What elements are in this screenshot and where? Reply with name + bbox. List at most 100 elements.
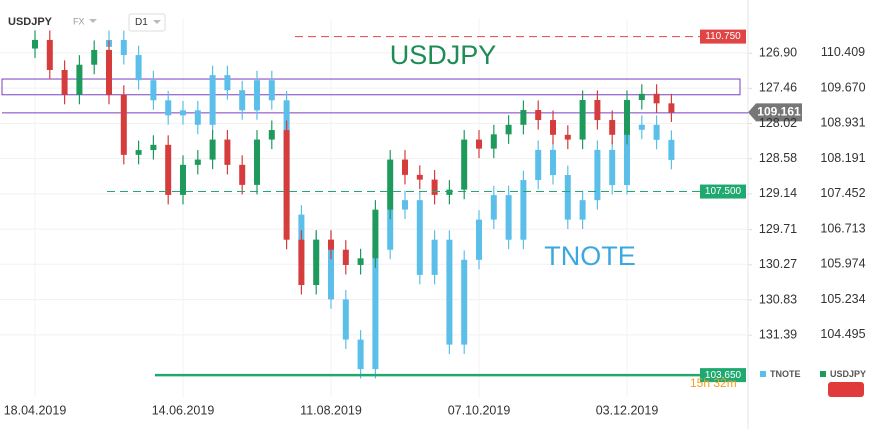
zone-box — [1, 78, 741, 96]
y-tick-label: 105.974 — [820, 257, 865, 271]
candle-body — [387, 209, 394, 250]
candle-body — [520, 110, 527, 125]
candle-body — [357, 258, 364, 265]
candle-body — [328, 239, 334, 300]
candle-body — [209, 139, 216, 160]
price-tag — [748, 103, 802, 122]
level-label: 107.500 — [705, 186, 742, 197]
candle-body — [328, 239, 334, 250]
legend-label: USDJPY — [830, 369, 866, 379]
legend: TNOTE USDJPY — [760, 369, 866, 379]
candle-body — [446, 189, 453, 195]
candle-body — [135, 150, 142, 155]
plot: 110.750 107.500 103.650 109.161 — [1, 29, 802, 383]
x-tick-label: 11.08.2019 — [300, 403, 362, 417]
candle-body — [490, 134, 497, 149]
candle-body — [150, 80, 157, 101]
candle-body — [624, 129, 630, 186]
legend-swatch — [820, 371, 826, 377]
candle-body — [194, 159, 201, 165]
dropdown-arrow[interactable] — [89, 19, 97, 23]
candle-body — [76, 64, 83, 95]
y2-tick-label: 126.90 — [759, 45, 797, 59]
candle-body — [550, 120, 556, 135]
y-tick-label: 108.191 — [820, 151, 865, 165]
candle-body — [476, 219, 482, 260]
candle-body — [416, 174, 423, 180]
candle-body — [209, 75, 216, 125]
candle-body — [505, 124, 512, 135]
y-tick-label: 110.409 — [821, 45, 865, 59]
candle-body — [505, 195, 512, 240]
candle-body — [91, 49, 98, 65]
candle-body — [579, 100, 586, 140]
candle-body — [283, 130, 290, 240]
candle-body — [609, 120, 616, 135]
y2-tick-label: 128.02 — [759, 116, 797, 130]
level-tag — [700, 29, 746, 44]
candle-body — [579, 200, 586, 220]
candle-body — [224, 75, 231, 91]
y-tick-label: 107.452 — [820, 186, 865, 200]
y2-tick-label: 130.83 — [759, 292, 797, 306]
y2-tick-label: 127.46 — [759, 81, 797, 95]
y-tick-label: 106.713 — [820, 221, 865, 235]
candle-body — [32, 39, 38, 49]
timeframe-box[interactable] — [128, 13, 166, 32]
candle-body — [461, 259, 468, 345]
candle-body — [165, 144, 172, 195]
candle-body — [594, 149, 601, 201]
candle-body — [624, 100, 630, 135]
candle-body — [372, 209, 379, 259]
candle-body — [638, 93, 645, 101]
annotation: USDJPY — [390, 40, 497, 70]
action-button[interactable] — [828, 382, 864, 397]
candle-body — [268, 80, 275, 101]
x-tick-label: 14.06.2019 — [152, 403, 215, 417]
x-tick-label: 07.10.2019 — [448, 403, 511, 417]
candle-body — [387, 159, 394, 210]
candle-body — [535, 149, 542, 181]
candle-body — [609, 149, 616, 186]
dropdown-arrow[interactable] — [153, 20, 161, 24]
candle-body — [476, 139, 482, 149]
candle-body — [46, 39, 53, 70]
x-tick-label: 03.12.2019 — [596, 403, 659, 417]
candle-body — [653, 124, 660, 140]
y-tick-label: 108.931 — [820, 116, 865, 130]
timeframe[interactable]: D1 — [135, 17, 148, 28]
y-tick-label: 104.495 — [820, 327, 865, 341]
price-label: 109.161 — [757, 105, 801, 119]
candle-body — [416, 200, 423, 275]
candle-body — [668, 139, 675, 160]
candle-body — [535, 110, 542, 121]
candle-body — [653, 93, 660, 104]
candle-body — [135, 55, 142, 81]
candle-body — [594, 100, 601, 121]
candle-body — [461, 139, 468, 190]
level-label: 110.750 — [705, 31, 741, 42]
candle-body — [120, 39, 127, 56]
y2-tick-label: 129.71 — [759, 222, 797, 236]
candle-body — [106, 49, 112, 95]
candle-body — [254, 80, 260, 111]
candle-body — [61, 69, 68, 95]
y2-tick-label: 128.58 — [759, 151, 797, 165]
candle-body — [180, 110, 186, 116]
symbol[interactable]: USDJPY — [8, 16, 53, 28]
y-tick-label: 105.234 — [820, 292, 865, 306]
candle-body — [668, 103, 675, 113]
countdown: 15h 32m — [690, 376, 737, 390]
candle-body — [298, 239, 305, 286]
candle-body — [431, 179, 438, 195]
legend-label: TNOTE — [770, 369, 801, 379]
candle-body — [194, 110, 201, 125]
candle-body — [150, 144, 157, 151]
market: FX — [73, 16, 85, 26]
y-tick-label: 109.670 — [820, 80, 865, 94]
candle-body — [313, 239, 320, 286]
level-tag — [700, 184, 746, 199]
annotation: TNOTE — [544, 241, 636, 271]
candle-body — [342, 299, 349, 340]
